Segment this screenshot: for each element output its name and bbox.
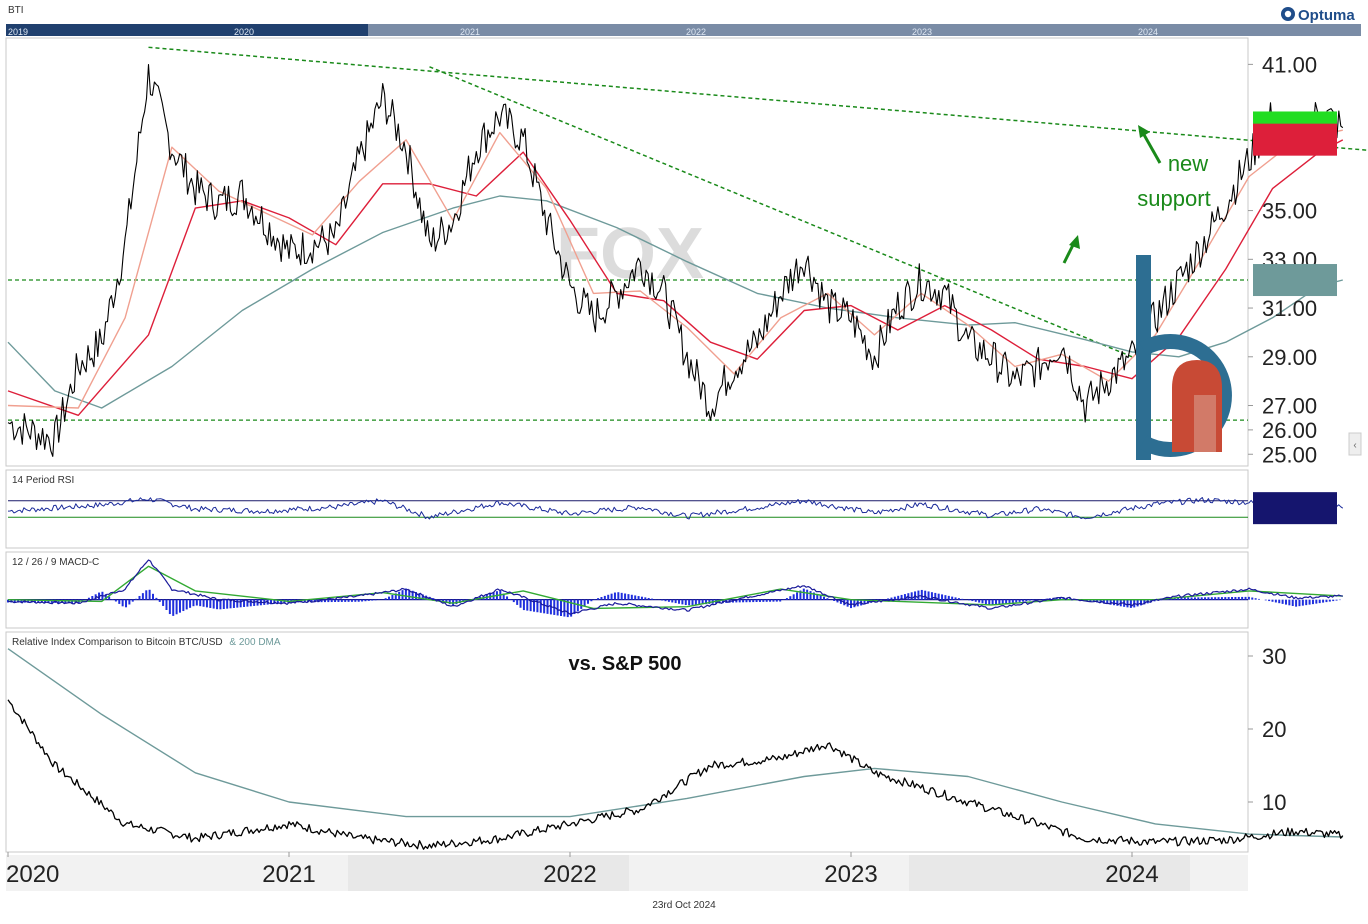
support-arrow-low-head [1069,235,1080,249]
price-tick-label: 41.00 [1262,52,1317,77]
x-axis: 202020212022202320242025 [6,852,1248,891]
overlay-logo [1136,255,1232,460]
x-tick-label: 2020 [6,861,59,888]
rsi-panel: 14 Period RSI [7,475,1344,525]
optuma-logo: Optuma [1281,7,1355,24]
relative-tick-label: 30 [1262,644,1286,669]
nav-year-label: 2022 [686,27,706,37]
x-tick-label: 2023 [824,861,877,888]
navigator-window[interactable] [6,24,368,36]
relative-line [7,699,1344,850]
price-line [7,64,1344,457]
annotation-support: support [1137,186,1210,211]
logo-mark-inner [1194,395,1216,452]
price-tick-label: 27.00 [1262,394,1317,419]
top-navigator[interactable]: 2019 2020 2021 2022 2023 2024 [6,24,1361,37]
macd-signal-line [7,565,1343,610]
symbol-label: BTI [8,5,24,16]
relative-panel: Relative Index Comparison to Bitcoin BTC… [7,637,1344,850]
moving-average-line [7,195,1343,409]
price-tick-label: 29.00 [1262,345,1317,370]
relative-annotation: vs. S&P 500 [568,653,681,675]
relative-title-main: Relative Index Comparison to Bitcoin BTC… [12,637,223,648]
annotation-new: new [1168,151,1208,176]
logo-stem [1136,255,1151,460]
nav-year-label: 2024 [1138,27,1158,37]
nav-year-label: 2020 [234,27,254,37]
trendline [148,46,1368,152]
chevron-left-icon[interactable]: ‹ [1353,440,1356,451]
relative-tick-label: 10 [1262,790,1286,815]
value-label-box [1253,123,1337,156]
trendline [429,66,1133,358]
x-tick-label: 2024 [1105,861,1158,888]
support-arrow [1141,132,1162,164]
price-tick-label: 31.00 [1262,296,1317,321]
nav-year-label: 2019 [8,27,28,37]
watermark: FOX [556,214,704,294]
support-arrow-low [1062,242,1076,264]
price-panel: FOX 41.0035.0033.0031.0029.0027.0026.002… [7,46,1368,467]
panel-frames [5,37,1249,853]
price-tick-label: 35.00 [1262,199,1317,224]
rsi-line [7,497,1344,520]
rsi-value-box [1253,492,1337,525]
relative-title-suffix: & 200 DMA [229,637,280,648]
price-tick-label: 26.00 [1262,418,1317,443]
macd-title: 12 / 26 / 9 MACD-C [12,557,99,568]
nav-year-label: 2021 [460,27,480,37]
support-arrow-head [1138,125,1150,138]
support-annotation: new support [1062,125,1211,264]
macd-panel: 12 / 26 / 9 MACD-C [7,557,1343,618]
rsi-title: 14 Period RSI [12,475,74,486]
nav-year-label: 2023 [912,27,932,37]
price-tick-label: 25.00 [1262,442,1317,467]
relative-tick-label: 20 [1262,717,1286,742]
chart-date: 23rd Oct 2024 [652,900,716,911]
macd-line [7,559,1343,615]
relative-200dma-line [7,648,1343,838]
brand-name: Optuma [1298,7,1355,24]
side-scroll-handle[interactable]: ‹ [1348,432,1362,456]
relative-title: Relative Index Comparison to Bitcoin BTC… [12,637,281,648]
x-tick-label: 2022 [543,861,596,888]
value-label-box [1253,264,1337,297]
x-tick-label: 2021 [262,861,315,888]
